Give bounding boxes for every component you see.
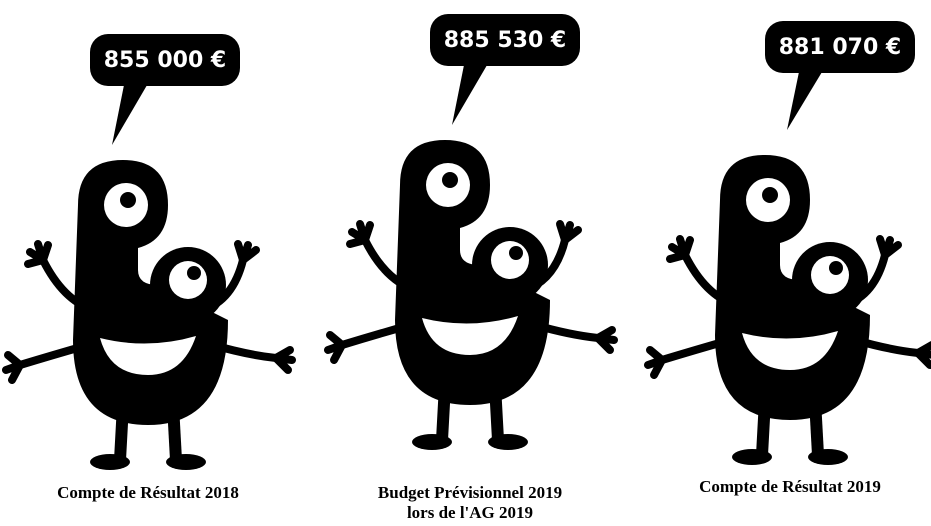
figure: 881 070 € Compte de Résultat 2019 <box>648 21 931 496</box>
caption: Compte de Résultat 2018 <box>57 483 239 502</box>
amount: 855 000 € <box>104 48 226 73</box>
monster <box>648 155 931 465</box>
amount: 881 070 € <box>779 35 901 60</box>
caption: Budget Prévisionnel 2019 <box>378 483 562 502</box>
monster <box>328 140 614 450</box>
caption: lors de l'AG 2019 <box>407 503 533 522</box>
amount: 885 530 € <box>444 28 566 53</box>
bubble-tail <box>787 67 825 130</box>
caption: Compte de Résultat 2019 <box>699 477 881 496</box>
monster <box>6 160 292 470</box>
bubble-tail <box>452 60 490 125</box>
figure: 855 000 € Compte de Résultat 2018 <box>6 34 292 502</box>
figures: 855 000 € Compte de Résultat 2018 885 530 … <box>6 14 931 522</box>
bubble-tail <box>112 80 150 145</box>
infographic: 855 000 € Compte de Résultat 2018 885 530 … <box>0 0 931 526</box>
